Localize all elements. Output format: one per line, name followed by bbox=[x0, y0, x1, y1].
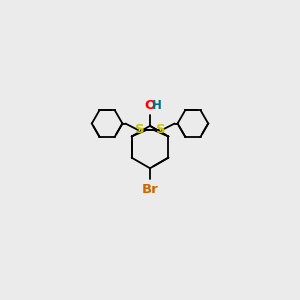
Text: Br: Br bbox=[142, 183, 158, 196]
Text: H: H bbox=[152, 99, 161, 112]
Text: O: O bbox=[144, 99, 156, 112]
Text: S: S bbox=[156, 124, 165, 136]
Text: S: S bbox=[135, 124, 144, 136]
